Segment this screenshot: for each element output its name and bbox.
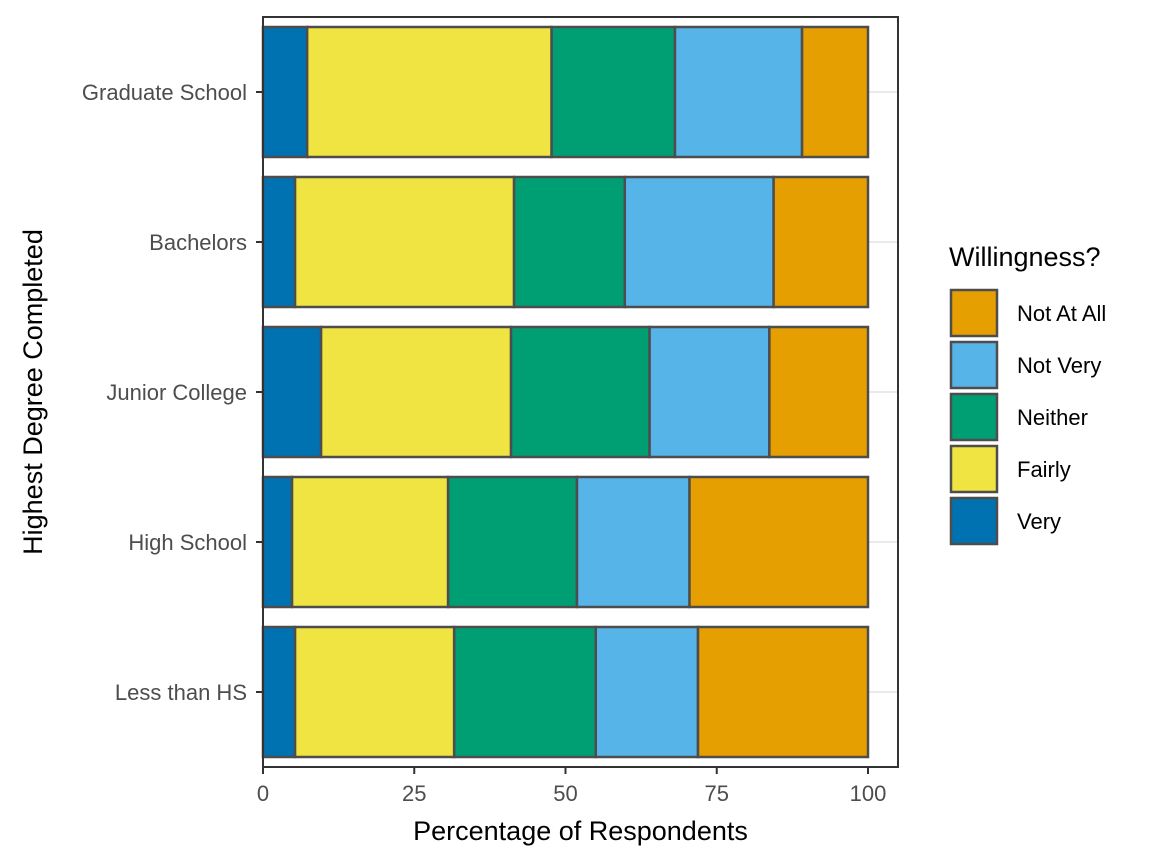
bar-segment bbox=[261, 475, 294, 609]
legend-label: Not At All bbox=[1017, 301, 1106, 326]
y-axis-title: Highest Degree Completed bbox=[18, 229, 48, 555]
bar-segment bbox=[512, 175, 627, 309]
y-tick-label: Junior College bbox=[106, 380, 247, 405]
y-tick-label: High School bbox=[128, 530, 247, 555]
bar-segment bbox=[594, 625, 700, 759]
legend-swatch bbox=[949, 496, 999, 546]
bar-segment bbox=[696, 625, 870, 759]
bar-segment bbox=[768, 325, 870, 459]
bar-segment bbox=[452, 625, 597, 759]
legend-swatch bbox=[949, 288, 999, 338]
legend-swatch bbox=[949, 340, 999, 390]
bar-segment bbox=[509, 325, 651, 459]
y-tick-label: Bachelors bbox=[149, 230, 247, 255]
bar-segment bbox=[800, 25, 870, 159]
legend-title: Willingness? bbox=[949, 242, 1101, 272]
bar-segment bbox=[261, 625, 297, 759]
legend-label: Neither bbox=[1017, 405, 1088, 430]
legend-swatch bbox=[949, 392, 999, 442]
bar-segment bbox=[293, 625, 456, 759]
bar-segment bbox=[261, 325, 323, 459]
legend-label: Very bbox=[1017, 509, 1061, 534]
bar-segment bbox=[293, 175, 516, 309]
legend: Willingness? Not At All Not Very Neither Fa… bbox=[949, 242, 1106, 546]
bar-segment bbox=[772, 175, 870, 309]
x-tick-label: 0 bbox=[257, 781, 269, 806]
x-tick-label: 75 bbox=[705, 781, 729, 806]
bar-segment bbox=[575, 475, 691, 609]
bar-segment bbox=[305, 25, 553, 159]
bar-segment bbox=[446, 475, 579, 609]
bar-segment bbox=[550, 25, 677, 159]
bar-segment bbox=[688, 475, 870, 609]
axes: Graduate School Bachelors Junior College Hi… bbox=[82, 80, 886, 806]
legend-swatch bbox=[949, 444, 999, 494]
x-tick-label: 50 bbox=[553, 781, 577, 806]
x-axis-title: Percentage of Respondents bbox=[413, 816, 748, 846]
bar-segment bbox=[261, 25, 309, 159]
bar-segment bbox=[648, 325, 771, 459]
bar-segment bbox=[319, 325, 513, 459]
bar-segment bbox=[261, 175, 297, 309]
legend-label: Not Very bbox=[1017, 353, 1101, 378]
bar-segment bbox=[623, 175, 775, 309]
bar-segment bbox=[290, 475, 450, 609]
legend-label: Fairly bbox=[1017, 457, 1071, 482]
bar-segment bbox=[673, 25, 804, 159]
x-tick-label: 100 bbox=[850, 781, 887, 806]
bars bbox=[261, 25, 870, 759]
x-tick-label: 25 bbox=[402, 781, 426, 806]
y-tick-label: Less than HS bbox=[115, 680, 247, 705]
y-tick-label: Graduate School bbox=[82, 80, 247, 105]
